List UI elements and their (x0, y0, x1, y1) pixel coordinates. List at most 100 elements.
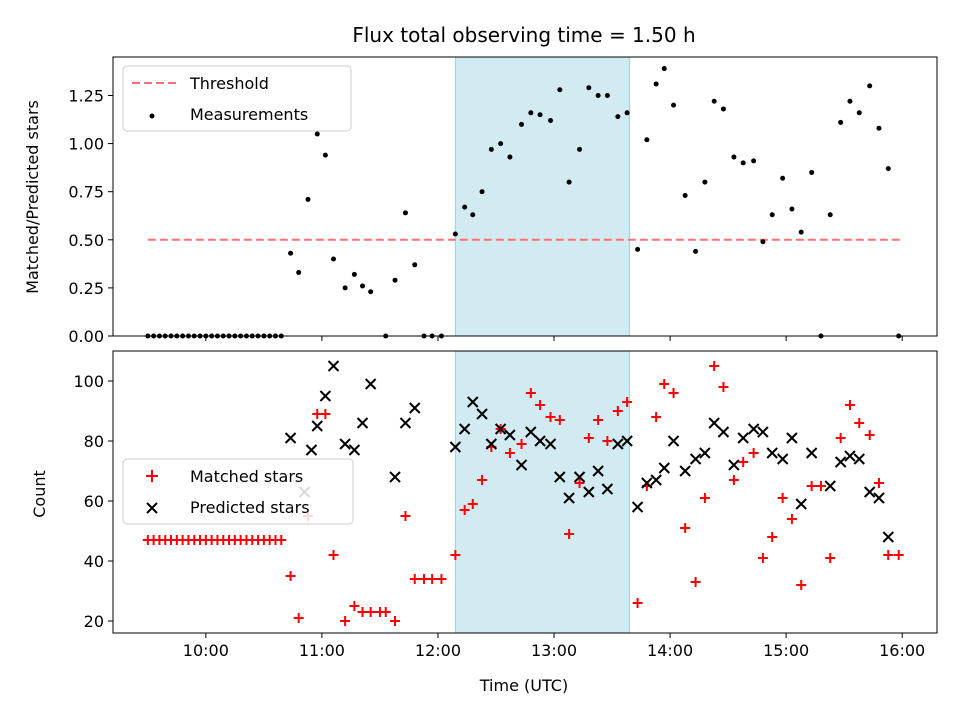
data-point (856, 110, 862, 116)
data-point (602, 436, 613, 446)
top-y-tick-label: 0.00 (68, 327, 104, 346)
data-point (883, 550, 894, 560)
data-point (699, 447, 711, 459)
data-point (786, 432, 798, 444)
data-point (586, 85, 592, 91)
bottom-y-axis: 20 40 60 80 100 (73, 372, 113, 631)
data-point (288, 250, 294, 256)
data-point (751, 158, 757, 164)
data-point (767, 532, 778, 542)
data-point (545, 412, 556, 422)
data-point (285, 571, 296, 581)
bottom-legend-box (122, 458, 354, 525)
data-point (470, 212, 476, 218)
data-point (534, 435, 546, 447)
data-point (835, 433, 846, 443)
data-point (342, 285, 348, 291)
top-y-tick-label: 0.25 (68, 279, 104, 298)
data-point (658, 462, 670, 474)
data-point (356, 417, 369, 429)
data-point (593, 415, 604, 425)
data-point (885, 166, 891, 172)
data-point (557, 87, 563, 93)
legend-threshold-label: Threshold (189, 74, 269, 93)
bottom-y-axis-label: Count (30, 470, 49, 518)
data-point (844, 400, 855, 410)
data-point (809, 169, 815, 175)
data-point (893, 550, 904, 560)
data-point (402, 210, 408, 216)
legend-matched-marker (146, 470, 158, 482)
top-series-measurements (145, 66, 902, 339)
data-point (632, 598, 643, 608)
top-series-layer (145, 66, 903, 339)
data-point (624, 110, 630, 116)
data-point (515, 459, 528, 471)
data-point (519, 121, 525, 127)
data-point (651, 412, 662, 422)
data-point (498, 141, 504, 147)
data-point (564, 529, 575, 539)
legend-matched-label: Matched stars (190, 467, 303, 486)
data-point (311, 420, 323, 432)
data-point (452, 231, 458, 237)
data-point (760, 239, 766, 245)
data-point (631, 501, 644, 513)
data-point (699, 493, 710, 503)
data-point (882, 531, 894, 543)
data-point (488, 146, 494, 152)
data-point (863, 486, 876, 498)
data-point (364, 378, 377, 390)
data-point (806, 481, 817, 491)
legend-predicted-marker (146, 502, 158, 514)
data-point (516, 439, 527, 449)
data-point (853, 453, 865, 465)
data-point (702, 179, 708, 185)
data-point (365, 607, 376, 617)
data-point (525, 388, 536, 398)
data-point (667, 435, 680, 447)
data-point (314, 131, 320, 137)
data-point (766, 447, 778, 459)
data-point (824, 480, 836, 492)
top-y-tick-label: 0.75 (68, 183, 104, 202)
data-point (709, 361, 720, 371)
data-point (815, 481, 826, 491)
data-point (708, 417, 720, 429)
data-point (690, 577, 701, 587)
data-point (477, 475, 488, 485)
bottom-x-tick-label: 16:00 (879, 641, 925, 660)
data-point (795, 498, 807, 510)
data-point (554, 415, 565, 425)
data-point (400, 511, 411, 521)
bottom-y-tick-label: 100 (73, 372, 104, 391)
data-point (612, 406, 623, 416)
data-point (577, 146, 583, 152)
data-point (641, 477, 653, 489)
data-point (621, 435, 633, 447)
data-point (390, 616, 401, 626)
top-x-ticks (205, 336, 903, 341)
data-point (650, 474, 662, 486)
data-point (528, 110, 534, 116)
top-plot-area: 0.00 0.25 0.50 0.75 1.00 1.25 (68, 56, 938, 346)
data-point (305, 196, 311, 202)
legend-measurements-marker (149, 113, 155, 119)
data-point (847, 98, 853, 104)
bottom-series-predicted-stars (284, 360, 894, 543)
data-point (789, 206, 795, 212)
data-point (389, 471, 401, 483)
top-y-axis: 0.00 0.25 0.50 0.75 1.00 1.25 (68, 86, 113, 346)
data-point (689, 453, 702, 465)
data-point (718, 382, 729, 392)
bottom-series-matched-stars (142, 361, 904, 626)
data-point (748, 448, 759, 458)
data-point (601, 483, 614, 495)
data-point (449, 441, 462, 453)
data-point (360, 283, 366, 289)
data-point (769, 212, 775, 218)
data-point (668, 388, 679, 398)
data-point (604, 92, 610, 98)
data-point (757, 426, 769, 438)
